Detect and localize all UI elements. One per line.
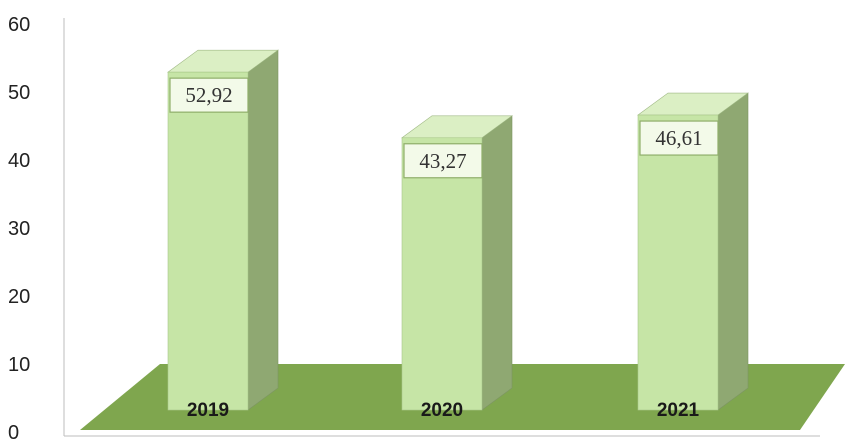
bar-front-face [167, 71, 249, 411]
y-tick-label: 0 [8, 422, 19, 441]
data-label-box [403, 143, 483, 179]
bar-side-face [481, 115, 513, 411]
bar-front-face [401, 137, 483, 411]
bar-2021 [637, 92, 749, 411]
y-tick-label: 40 [8, 150, 30, 172]
bar-front-face [637, 114, 719, 411]
bar-2020 [401, 115, 513, 411]
data-label: 52,92 [185, 83, 232, 107]
y-tick-label: 10 [8, 354, 30, 376]
y-tick-label: 30 [8, 218, 30, 240]
bar-side-face [717, 92, 749, 411]
data-label: 46,61 [655, 126, 702, 150]
data-label-box [639, 120, 719, 156]
category-label: 2020 [421, 400, 463, 421]
y-tick-label: 50 [8, 82, 30, 104]
y-tick-label: 20 [8, 286, 30, 308]
data-label-box [169, 77, 249, 113]
bar-2019 [167, 49, 279, 411]
bar-side-face [247, 49, 279, 411]
y-tick-label: 60 [8, 14, 30, 36]
data-label: 43,27 [419, 149, 466, 173]
category-label: 2019 [187, 400, 229, 421]
category-label: 2021 [657, 400, 700, 421]
